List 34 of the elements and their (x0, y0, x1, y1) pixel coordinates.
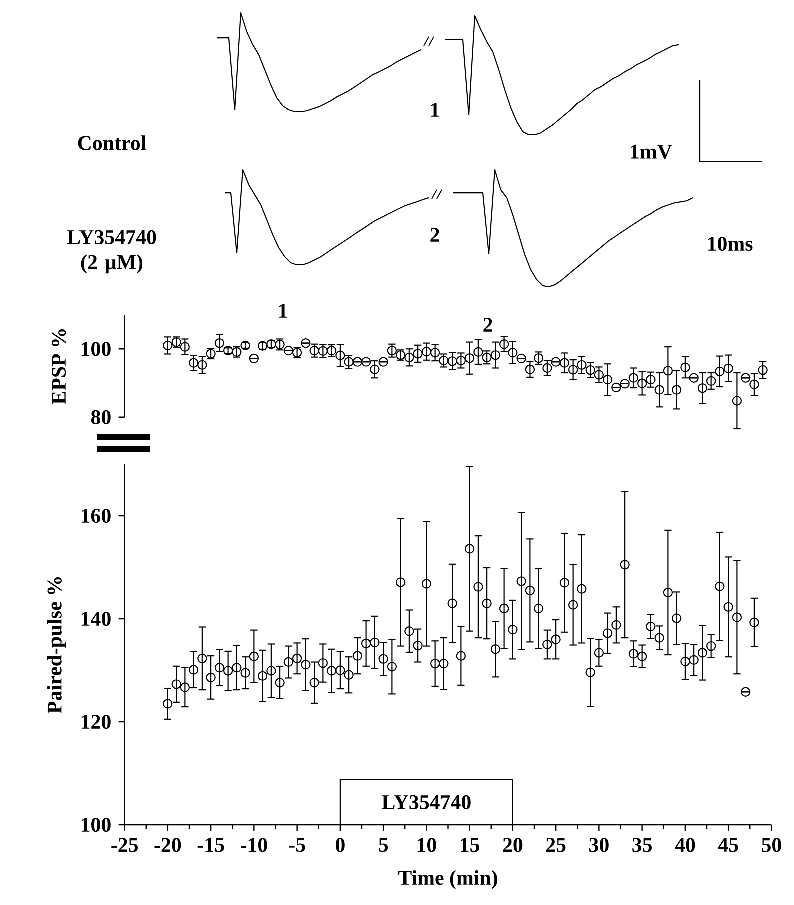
x-tick-label: 45 (718, 838, 738, 852)
y-tick-label: 140 (82, 612, 111, 626)
x-axis-title: Time (min) (398, 870, 498, 890)
x-tick-label: 15 (461, 838, 480, 852)
x-tick-label: -15 (198, 838, 224, 852)
annotation: 1 (279, 304, 288, 318)
x-tick-label: -25 (112, 838, 138, 852)
x-tick-label: 20 (503, 838, 523, 852)
x-tick-label: 25 (546, 838, 566, 852)
y-axis-title: EPSP % (52, 330, 66, 404)
text: 10ms (708, 236, 753, 252)
text: LY354740 (2 μM) (67, 230, 156, 274)
x-tick-label: 40 (675, 838, 696, 852)
x-tick-label: -5 (289, 838, 306, 852)
text: 1mV (631, 144, 672, 160)
band-label: LY354740 (382, 795, 471, 810)
y-tick-label: 120 (82, 714, 111, 730)
x-tick-label: 35 (632, 838, 652, 852)
annotation: 2 (484, 318, 492, 332)
x-tick-label: -10 (241, 838, 268, 852)
x-tick-label: 0 (336, 838, 345, 852)
annotation: 2 (430, 228, 440, 242)
y-tick-label: 160 (82, 508, 111, 524)
y-tick-label: 100 (82, 342, 111, 356)
x-tick-label: -20 (154, 838, 182, 852)
x-tick-label: 50 (762, 838, 782, 852)
text: Control (78, 136, 146, 150)
y-tick-label: 100 (82, 818, 111, 832)
y-tick-label: 80 (91, 410, 111, 424)
x-tick-label: 30 (590, 838, 609, 852)
y-axis-title: Paired-pulse % (47, 577, 66, 714)
x-tick-label: 10 (418, 838, 436, 852)
text: 1 (431, 103, 440, 117)
x-tick-label: 5 (379, 838, 388, 852)
